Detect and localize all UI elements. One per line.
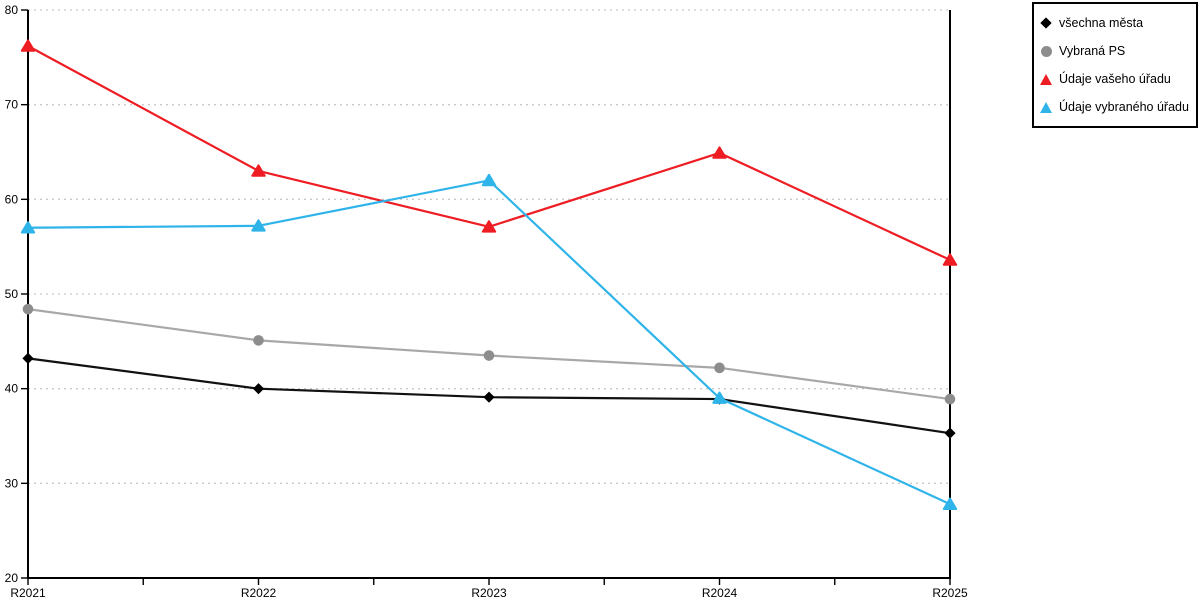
data-point-triangle (942, 253, 958, 266)
legend-diamond-glyph (1040, 17, 1052, 29)
data-point-circle (944, 393, 956, 405)
legend-item-2: Údaje vašeho úřadu (1039, 65, 1191, 93)
data-point-triangle (481, 173, 497, 187)
data-point-triangle (481, 220, 497, 233)
legend-triangle-glyph (1040, 73, 1052, 85)
legend-item-0: všechna města (1039, 9, 1191, 37)
x-tick-label: R2023 (471, 586, 507, 600)
y-tick-label: 70 (5, 98, 19, 112)
data-point-triangle (712, 391, 727, 404)
legend-circle-glyph (1040, 45, 1052, 57)
y-tick-label: 80 (5, 3, 19, 17)
data-point-triangle (251, 164, 266, 177)
data-point-circle (22, 303, 34, 315)
legend-triangle-icon (1039, 72, 1053, 86)
x-tick-label: R2024 (702, 586, 738, 600)
data-point-circle (714, 362, 725, 374)
legend-triangle-icon (1039, 100, 1053, 114)
legend-item-label: Údaje vašeho úřadu (1059, 72, 1171, 86)
legend-item-label: všechna města (1059, 16, 1144, 30)
legend-circle-icon (1039, 44, 1053, 58)
data-point-circle (253, 335, 264, 346)
data-point-triangle (712, 146, 727, 159)
x-tick-label: R2025 (932, 586, 968, 600)
y-tick-label: 20 (5, 571, 19, 585)
legend-item-label: Údaje vybraného úřadu (1059, 100, 1189, 114)
legend-triangle-glyph (1040, 101, 1052, 113)
legend-item-1: Vybraná PS (1039, 37, 1191, 65)
data-point-diamond (944, 427, 956, 439)
data-point-circle (483, 350, 495, 361)
line-chart: 20 30 40 50 60 70 80 R2021 R2022 R2023 R2024 R2025 (5, 3, 968, 600)
data-point-diamond (483, 391, 495, 403)
legend-item-label: Vybraná PS (1059, 44, 1126, 58)
x-tick-label: R2021 (10, 586, 46, 600)
y-tick-label: 50 (5, 287, 19, 301)
chart-legend: všechna města Vybraná PS Údaje vašeho úřad… (1032, 2, 1198, 128)
legend-item-3: Údaje vybraného úřadu (1039, 93, 1191, 121)
y-tick-label: 40 (5, 382, 19, 396)
y-tick-label: 30 (5, 476, 19, 490)
x-tick-label: R2022 (241, 586, 277, 600)
data-point-diamond (252, 383, 265, 395)
data-point-triangle (251, 219, 266, 232)
data-point-triangle (942, 497, 958, 510)
data-point-triangle (20, 39, 36, 52)
data-point-diamond (22, 352, 34, 364)
y-tick-label: 60 (5, 192, 19, 206)
legend-diamond-icon (1039, 16, 1053, 30)
data-point-triangle (20, 221, 36, 234)
